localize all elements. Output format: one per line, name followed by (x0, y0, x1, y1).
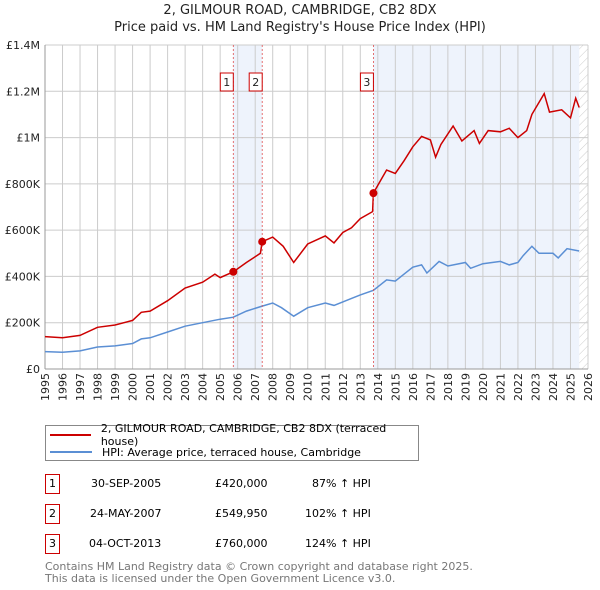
hpi-change: 102% ↑ HPI (305, 507, 371, 520)
sale-badge (248, 72, 263, 92)
x-tick-label: 2009 (284, 373, 297, 401)
legend-swatch-red (50, 434, 91, 436)
x-tick-label: 2026 (582, 373, 595, 401)
sale-badge-label: 2 (252, 76, 259, 89)
x-tick-label: 2000 (127, 373, 140, 401)
hpi-change: 124% ↑ HPI (305, 537, 371, 550)
property-price-line (44, 91, 580, 339)
y-tick-label: £200K (5, 317, 41, 330)
y-tick-label: £0 (26, 363, 40, 376)
x-tick-label: 2008 (267, 373, 280, 401)
x-tick-label: 2023 (529, 373, 542, 401)
legend-label: 2, GILMOUR ROAD, CAMBRIDGE, CB2 8DX (ter… (100, 422, 387, 448)
sale-point (229, 267, 238, 276)
legend-item-hpi: HPI: Average price, terraced house, Camb… (50, 444, 361, 460)
chart-subtitle: Price paid vs. HM Land Registry's House … (114, 20, 486, 35)
y-tick-label: £600K (5, 224, 41, 237)
legend-item-property: 2, GILMOUR ROAD, CAMBRIDGE, CB2 8DX (ter… (50, 422, 418, 448)
marker-badge: 2 (45, 504, 60, 524)
y-tick-label: £800K (5, 178, 41, 191)
transaction-row: 3 04-OCT-2013 £760,000 124% ↑ HPI (45, 534, 445, 554)
sale-badge (359, 72, 374, 92)
hpi-change: 87% ↑ HPI (312, 477, 371, 490)
price: £420,000 (215, 477, 268, 490)
transaction-row: 2 24-MAY-2007 £549,950 102% ↑ HPI (45, 504, 445, 524)
legend: 2, GILMOUR ROAD, CAMBRIDGE, CB2 8DX (ter… (45, 422, 419, 461)
future-hatch (579, 45, 588, 369)
x-tick-label: 2010 (302, 373, 315, 401)
sale-point (369, 189, 378, 198)
chart-title: 2, GILMOUR ROAD, CAMBRIDGE, CB2 8DX (163, 3, 437, 18)
y-tick-label: £1.4M (6, 39, 40, 52)
x-tick-label: 1999 (109, 373, 122, 401)
legend-swatch-blue (50, 451, 92, 453)
x-tick-label: 2012 (337, 373, 350, 401)
x-tick-label: 2017 (424, 373, 437, 401)
legend-label: HPI: Average price, terraced house, Camb… (102, 445, 361, 459)
date: 04-OCT-2013 (89, 537, 162, 550)
marker-badge: 3 (45, 534, 60, 554)
x-tick-label: 2005 (214, 373, 227, 401)
x-tick-label: 2014 (372, 373, 385, 401)
x-tick-label: 2007 (249, 373, 262, 401)
x-tick-label: 2011 (319, 373, 332, 401)
footer-copyright: Contains HM Land Registry data © Crown c… (45, 560, 473, 573)
footer-licence: This data is licensed under the Open Gov… (45, 572, 396, 585)
price: £549,950 (215, 507, 268, 520)
price: £760,000 (215, 537, 268, 550)
sale-badge-label: 3 (363, 76, 370, 89)
x-tick-label: 2004 (197, 373, 210, 401)
x-tick-label: 1998 (92, 373, 105, 401)
x-tick-label: 2001 (144, 373, 157, 401)
transaction-row: 1 30-SEP-2005 £420,000 87% ↑ HPI (45, 474, 445, 494)
x-tick-label: 1995 (39, 373, 52, 401)
y-tick-label: £1M (17, 132, 41, 145)
x-tick-label: 2025 (564, 373, 577, 401)
price-chart: 1 2 3 1995 1996 1997 1998 1999 2000 2001 2002 2003 2… (5, 39, 595, 401)
x-tick-label: 2020 (477, 373, 490, 401)
x-tick-label: 1996 (57, 373, 70, 401)
x-tick-label: 2015 (389, 373, 402, 401)
x-tick-label: 2024 (547, 373, 560, 401)
date: 24-MAY-2007 (90, 507, 162, 520)
sale-point (258, 237, 267, 246)
x-tick-label: 2019 (459, 373, 472, 401)
y-tick-label: £400K (5, 270, 41, 283)
x-tick-label: 2018 (442, 373, 455, 401)
x-tick-label: 2002 (162, 373, 175, 401)
y-tick-label: £1.2M (6, 85, 40, 98)
date: 30-SEP-2005 (91, 477, 162, 490)
x-tick-label: 2006 (232, 373, 245, 401)
x-tick-label: 2022 (512, 373, 525, 401)
sale-period-shade (373, 45, 580, 369)
hpi-line (44, 245, 580, 354)
x-tick-label: 2003 (179, 373, 192, 401)
x-tick-label: 1997 (74, 373, 87, 401)
x-tick-label: 2013 (354, 373, 367, 401)
sale-badge (219, 72, 234, 92)
x-tick-label: 2021 (494, 373, 507, 401)
marker-badge: 1 (45, 474, 60, 494)
x-tick-label: 2016 (407, 373, 420, 401)
sale-badge-label: 1 (223, 76, 230, 89)
